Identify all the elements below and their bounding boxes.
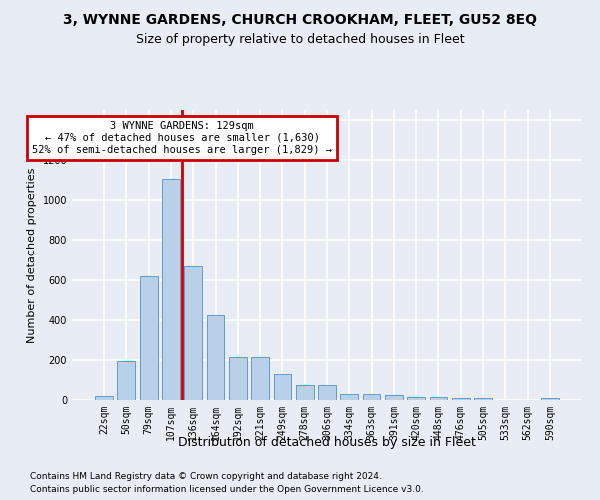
Bar xyxy=(296,385,314,400)
Bar xyxy=(340,394,358,400)
Text: Contains public sector information licensed under the Open Government Licence v3: Contains public sector information licen… xyxy=(30,485,424,494)
Bar xyxy=(430,397,448,400)
Bar xyxy=(206,315,224,400)
Y-axis label: Number of detached properties: Number of detached properties xyxy=(27,168,37,342)
Text: Distribution of detached houses by size in Fleet: Distribution of detached houses by size … xyxy=(178,436,476,449)
Bar xyxy=(318,385,336,400)
Text: Contains HM Land Registry data © Crown copyright and database right 2024.: Contains HM Land Registry data © Crown c… xyxy=(30,472,382,481)
Bar xyxy=(229,357,247,400)
Bar xyxy=(407,397,425,400)
Bar xyxy=(162,179,180,400)
Bar xyxy=(452,398,470,400)
Bar xyxy=(118,361,136,400)
Bar xyxy=(541,398,559,400)
Text: Size of property relative to detached houses in Fleet: Size of property relative to detached ho… xyxy=(136,32,464,46)
Bar xyxy=(184,266,202,400)
Bar xyxy=(274,374,292,400)
Bar xyxy=(95,396,113,400)
Bar xyxy=(474,398,492,400)
Bar xyxy=(251,357,269,400)
Bar xyxy=(362,394,380,400)
Text: 3, WYNNE GARDENS, CHURCH CROOKHAM, FLEET, GU52 8EQ: 3, WYNNE GARDENS, CHURCH CROOKHAM, FLEET… xyxy=(63,12,537,26)
Bar xyxy=(385,395,403,400)
Bar xyxy=(140,276,158,400)
Text: 3 WYNNE GARDENS: 129sqm
← 47% of detached houses are smaller (1,630)
52% of semi: 3 WYNNE GARDENS: 129sqm ← 47% of detache… xyxy=(32,122,332,154)
